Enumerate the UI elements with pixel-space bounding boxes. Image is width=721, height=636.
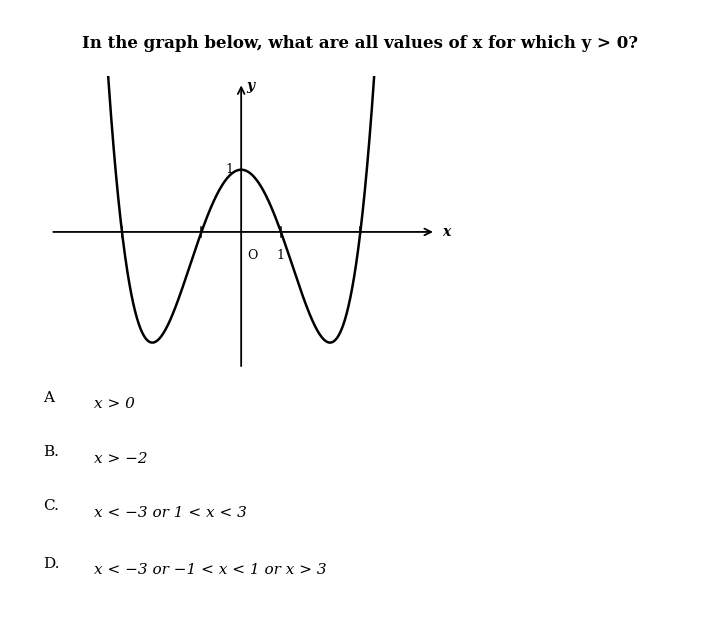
Text: In the graph below, what are all values of x for which y > 0?: In the graph below, what are all values … xyxy=(82,35,639,52)
Text: x > 0: x > 0 xyxy=(94,398,135,411)
Text: 1: 1 xyxy=(225,163,233,176)
Text: x: x xyxy=(442,225,450,239)
Text: C.: C. xyxy=(43,499,59,513)
Text: 1: 1 xyxy=(277,249,285,263)
Text: B.: B. xyxy=(43,445,59,459)
Text: y: y xyxy=(246,80,254,93)
Text: x > −2: x > −2 xyxy=(94,452,147,466)
Text: x < −3 or 1 < x < 3: x < −3 or 1 < x < 3 xyxy=(94,506,247,520)
Text: O: O xyxy=(247,249,257,263)
Text: D.: D. xyxy=(43,556,60,570)
Text: x < −3 or −1 < x < 1 or x > 3: x < −3 or −1 < x < 1 or x > 3 xyxy=(94,563,327,577)
Text: A: A xyxy=(43,391,54,405)
